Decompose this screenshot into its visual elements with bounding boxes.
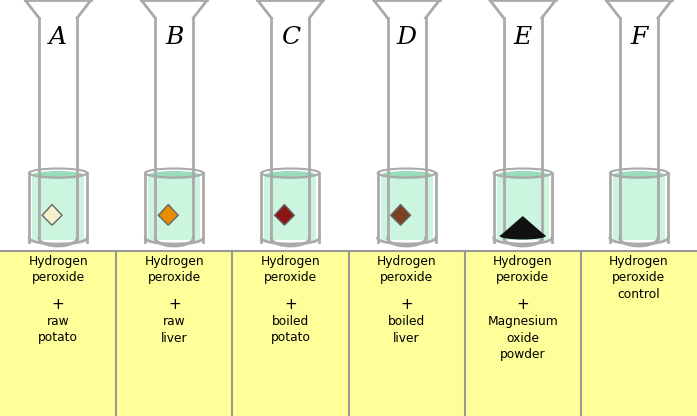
Text: Hydrogen
peroxide: Hydrogen peroxide bbox=[29, 255, 88, 285]
Text: Hydrogen
peroxide: Hydrogen peroxide bbox=[493, 255, 553, 285]
Text: boiled
liver: boiled liver bbox=[388, 315, 425, 344]
Bar bbox=[496, 171, 550, 242]
Text: raw
potato: raw potato bbox=[38, 315, 78, 344]
Ellipse shape bbox=[381, 171, 433, 179]
Polygon shape bbox=[391, 205, 411, 225]
Ellipse shape bbox=[613, 171, 665, 179]
Ellipse shape bbox=[148, 171, 200, 179]
Text: E: E bbox=[514, 27, 532, 50]
Polygon shape bbox=[500, 216, 546, 236]
Bar bbox=[389, 2, 424, 240]
Bar bbox=[264, 175, 316, 240]
Bar bbox=[273, 2, 308, 240]
Bar bbox=[31, 171, 85, 242]
Text: +: + bbox=[284, 297, 297, 312]
Bar bbox=[0, 251, 697, 416]
Text: Hydrogen
peroxide
control: Hydrogen peroxide control bbox=[609, 255, 668, 301]
Text: +: + bbox=[400, 297, 413, 312]
Bar bbox=[40, 2, 75, 240]
Bar bbox=[147, 171, 201, 242]
Text: +: + bbox=[516, 297, 529, 312]
Text: raw
liver: raw liver bbox=[161, 315, 187, 344]
Text: C: C bbox=[281, 27, 300, 50]
Text: Hydrogen
peroxide: Hydrogen peroxide bbox=[377, 255, 436, 285]
Text: F: F bbox=[630, 27, 648, 50]
Text: +: + bbox=[168, 297, 181, 312]
Polygon shape bbox=[43, 205, 62, 225]
Polygon shape bbox=[275, 205, 294, 225]
Polygon shape bbox=[158, 205, 178, 225]
Ellipse shape bbox=[500, 233, 546, 240]
Text: B: B bbox=[165, 27, 183, 50]
Text: Hydrogen
peroxide: Hydrogen peroxide bbox=[144, 255, 204, 285]
Ellipse shape bbox=[497, 171, 549, 179]
Text: Hydrogen
peroxide: Hydrogen peroxide bbox=[261, 255, 320, 285]
Bar bbox=[148, 175, 200, 240]
Ellipse shape bbox=[264, 171, 316, 179]
Bar bbox=[263, 171, 317, 242]
Text: D: D bbox=[397, 27, 417, 50]
Bar bbox=[497, 175, 549, 240]
Bar bbox=[505, 2, 540, 240]
Bar bbox=[32, 175, 84, 240]
Ellipse shape bbox=[32, 171, 84, 179]
Text: boiled
potato: boiled potato bbox=[270, 315, 310, 344]
Bar bbox=[613, 175, 665, 240]
Text: +: + bbox=[52, 297, 64, 312]
Bar bbox=[622, 2, 657, 240]
Text: A: A bbox=[49, 27, 67, 50]
Bar bbox=[612, 171, 666, 242]
Text: Magnesium
oxide
powder: Magnesium oxide powder bbox=[487, 315, 558, 361]
Bar bbox=[380, 171, 434, 242]
Bar bbox=[381, 175, 433, 240]
Bar bbox=[157, 2, 192, 240]
